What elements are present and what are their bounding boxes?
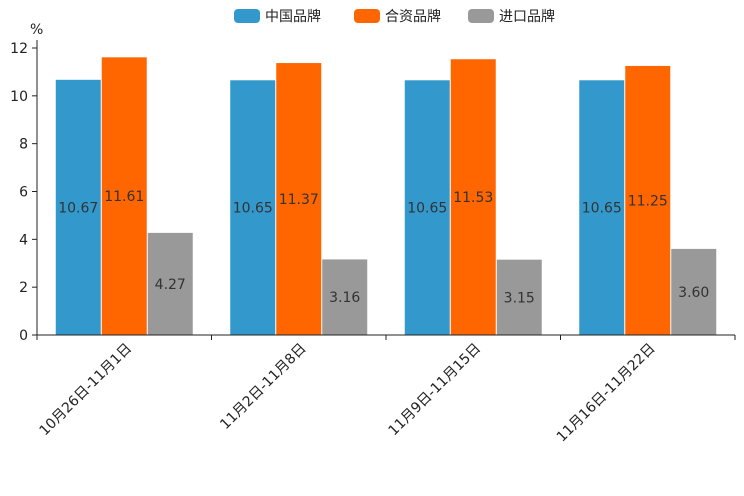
bar-value-label: 4.27: [155, 277, 186, 293]
legend-swatch: [468, 9, 494, 23]
legend-label: 中国品牌: [265, 8, 321, 25]
y-tick-label: 2: [19, 280, 28, 296]
x-category-label: 11月16日-11月22日: [554, 341, 659, 446]
bar-value-label: 10.65: [582, 201, 622, 217]
legend-label: 进口品牌: [499, 8, 555, 25]
bar-value-label: 11.61: [104, 189, 144, 205]
bar-value-label: 3.60: [678, 285, 709, 301]
legend-swatch: [234, 9, 260, 23]
x-category-label: 11月9日-11月15日: [386, 341, 485, 440]
x-category-label: 10月26日-11月1日: [37, 341, 136, 440]
y-axis-unit-label: %: [30, 22, 43, 38]
bar: [276, 63, 322, 335]
bar-value-label: 10.65: [233, 201, 273, 217]
bar: [322, 259, 368, 335]
bar: [230, 80, 276, 335]
y-tick-label: 8: [19, 137, 28, 153]
bar: [625, 65, 671, 335]
bars: 10.67 11.61 4.27 10.65 11.37 3.16 10.65 11.53 3.…: [55, 57, 717, 335]
y-axis: 0 2 4 6 8 10 12: [10, 40, 38, 344]
bar-value-label: 11.53: [453, 190, 493, 206]
bar-value-label: 11.37: [279, 192, 319, 208]
y-tick-label: 6: [19, 185, 28, 201]
x-category-label: 11月2日-11月8日: [217, 341, 309, 433]
bar: [55, 79, 101, 335]
y-tick-label: 0: [19, 328, 28, 344]
bar: [404, 80, 450, 335]
bar: [147, 232, 193, 335]
legend: 中国品牌 合资品牌 进口品牌: [234, 8, 555, 25]
bar-value-label: 11.25: [628, 193, 668, 209]
bar: [450, 59, 496, 335]
y-tick-label: 12: [10, 41, 28, 57]
bar: [671, 248, 717, 335]
y-tick-label: 10: [10, 89, 28, 105]
y-tick-label: 4: [19, 232, 28, 248]
bar-value-label: 3.15: [504, 290, 535, 306]
bar: [101, 57, 147, 335]
x-axis: 10月26日-11月1日 11月2日-11月8日 11月9日-11月15日 11月16…: [36, 334, 736, 446]
bar-value-label: 3.16: [329, 290, 360, 306]
legend-label: 合资品牌: [385, 8, 441, 25]
bar: [579, 80, 625, 335]
bar: [496, 259, 542, 335]
legend-swatch: [354, 9, 380, 23]
bar-value-label: 10.65: [407, 201, 447, 217]
bar-value-label: 10.67: [58, 200, 98, 216]
